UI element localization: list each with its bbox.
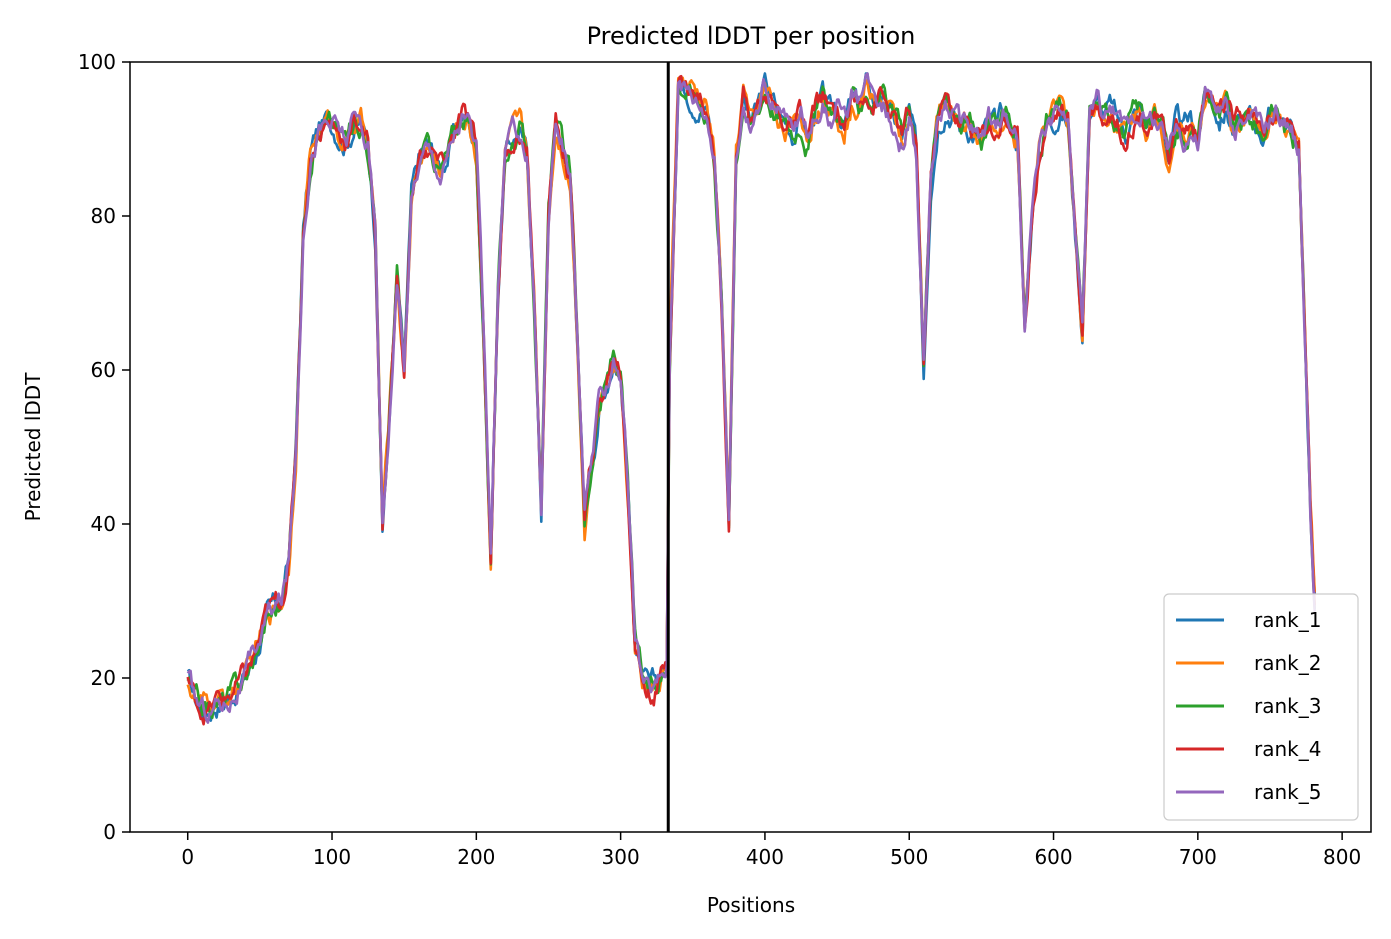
x-tick-label: 700 — [1179, 845, 1217, 869]
y-tick-label: 80 — [91, 204, 116, 228]
series-lines — [186, 72, 1316, 726]
x-axis-label: Positions — [707, 893, 795, 917]
legend-label-rank_4: rank_4 — [1254, 737, 1321, 761]
x-tick-label: 500 — [890, 845, 928, 869]
legend-frame — [1163, 593, 1359, 821]
x-tick-label: 300 — [602, 845, 640, 869]
series-line-rank_5 — [186, 72, 1316, 724]
plot-frame — [129, 61, 1372, 833]
x-tick-label: 0 — [181, 845, 194, 869]
x-axis: 0 100 200 300 400 500 600 700 800 — [181, 832, 1361, 869]
legend-label-rank_2: rank_2 — [1254, 651, 1321, 675]
x-tick-label: 200 — [457, 845, 495, 869]
y-tick-label: 40 — [91, 512, 116, 536]
y-tick-label: 20 — [91, 666, 116, 690]
legend-label-rank_3: rank_3 — [1254, 694, 1321, 718]
legend-label-rank_5: rank_5 — [1254, 780, 1321, 804]
plot-area — [129, 61, 1372, 833]
x-tick-label: 100 — [313, 845, 351, 869]
x-tick-label: 600 — [1034, 845, 1072, 869]
y-axis-label: Predicted lDDT — [21, 372, 45, 522]
y-tick-label: 0 — [103, 820, 116, 844]
legend-label-rank_1: rank_1 — [1254, 608, 1321, 632]
y-tick-label: 100 — [78, 50, 116, 74]
y-tick-label: 60 — [91, 358, 116, 382]
chart-title: Predicted lDDT per position — [587, 22, 916, 50]
x-tick-label: 800 — [1323, 845, 1361, 869]
y-axis: 0 20 40 60 80 100 — [78, 50, 130, 844]
x-tick-label: 400 — [746, 845, 784, 869]
legend: rank_1 rank_2 rank_3 rank_4 rank_5 — [1163, 593, 1359, 821]
